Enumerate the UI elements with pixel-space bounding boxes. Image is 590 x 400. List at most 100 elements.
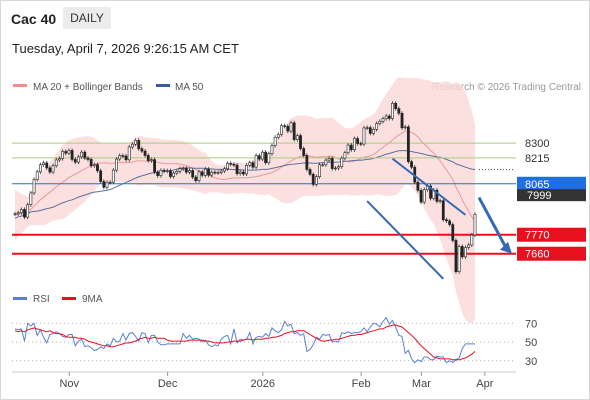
candle — [172, 170, 176, 179]
candle — [419, 188, 423, 205]
candle — [394, 101, 398, 111]
candle — [257, 153, 261, 162]
candle — [422, 187, 426, 205]
level-tag-7770 — [517, 227, 586, 242]
candle — [470, 233, 474, 247]
candle — [210, 170, 214, 178]
candle — [451, 222, 455, 243]
x-tick-label: Nov — [59, 378, 79, 390]
candle — [267, 151, 271, 165]
candle — [143, 149, 147, 158]
ma50-legend-swatch — [156, 84, 170, 87]
candle — [473, 212, 477, 238]
candle — [169, 168, 172, 179]
level-tag-7660 — [517, 246, 586, 261]
candle — [441, 198, 445, 222]
candle — [124, 153, 128, 162]
rsi-ma-legend-swatch — [62, 297, 76, 300]
timeframe-button[interactable]: DAILY — [63, 7, 111, 29]
candle — [343, 150, 347, 161]
candle — [73, 157, 77, 165]
lower-trend-line — [366, 200, 444, 280]
datetime-label: Tuesday, April 7, 2026 9:26:15 AM CET — [12, 41, 239, 56]
candle — [464, 245, 467, 259]
candle — [410, 159, 413, 170]
candle — [372, 127, 375, 136]
candle — [140, 146, 144, 154]
candle — [102, 179, 106, 190]
candle — [226, 161, 229, 171]
candle — [261, 150, 264, 162]
candle — [460, 244, 464, 259]
ma50-line — [14, 150, 476, 219]
candle — [384, 113, 388, 121]
x-tick-label: Dec — [158, 378, 178, 390]
candle — [42, 160, 45, 167]
candle — [188, 168, 191, 175]
candle — [58, 156, 61, 163]
last-price-tag — [517, 189, 586, 202]
level-label-8065: 8065 — [525, 179, 549, 191]
candle — [416, 180, 420, 193]
candle — [203, 167, 207, 178]
level-label-8215: 8215 — [525, 153, 549, 165]
last-price-label: 7999 — [527, 190, 551, 202]
candle — [150, 157, 153, 163]
forecast-arrow-head — [500, 241, 512, 254]
candle — [245, 163, 248, 176]
candle — [334, 165, 337, 171]
rsi-tick-label: 50 — [525, 337, 537, 349]
upper-trend-line — [391, 157, 467, 216]
candle — [184, 166, 188, 175]
candle — [403, 124, 407, 130]
candle — [346, 143, 350, 155]
candle — [219, 168, 223, 175]
candle — [194, 174, 198, 183]
candle — [289, 120, 293, 134]
candle — [429, 183, 432, 201]
candle — [375, 121, 379, 132]
candle — [35, 169, 39, 182]
candle — [207, 167, 210, 178]
symbol-title: Cac 40 — [11, 11, 57, 27]
candle — [23, 207, 26, 220]
rsi-tick-label: 30 — [525, 356, 537, 368]
candle — [318, 162, 321, 179]
candle — [248, 160, 252, 168]
candle — [51, 163, 55, 175]
candle — [305, 153, 309, 172]
candle — [283, 123, 287, 129]
candle — [130, 142, 134, 150]
candle — [32, 177, 36, 195]
forecast-arrow-shaft — [477, 196, 508, 249]
x-tick-label: Feb — [352, 378, 371, 390]
candle — [435, 188, 439, 204]
candle — [238, 169, 242, 176]
rsi-legend-swatch — [13, 297, 27, 300]
candle — [127, 144, 131, 162]
candle — [397, 106, 401, 116]
candle — [359, 141, 363, 147]
candle — [387, 113, 391, 121]
candle — [251, 160, 255, 170]
candle — [400, 111, 404, 130]
candle — [340, 156, 344, 169]
candle — [92, 162, 96, 168]
candle — [111, 168, 115, 185]
candle — [378, 119, 382, 126]
candle — [349, 143, 353, 152]
candle — [178, 166, 182, 174]
candle — [292, 120, 296, 142]
candle — [162, 168, 166, 174]
candle — [254, 153, 258, 170]
candle — [270, 143, 274, 156]
candle — [216, 170, 220, 175]
candle — [197, 169, 201, 183]
candle — [321, 162, 325, 167]
candle — [295, 133, 299, 142]
candle — [67, 148, 71, 156]
candle — [165, 168, 169, 174]
candle — [353, 136, 356, 152]
candle — [175, 169, 179, 176]
